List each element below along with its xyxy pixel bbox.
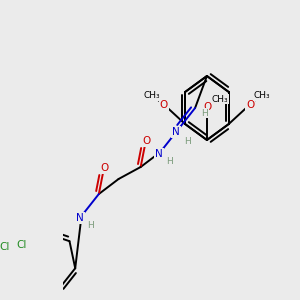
Text: O: O [142, 136, 150, 146]
Text: CH₃: CH₃ [144, 92, 160, 100]
Text: O: O [204, 102, 212, 112]
Text: H: H [88, 221, 94, 230]
Text: CH₃: CH₃ [254, 92, 270, 100]
Text: N: N [76, 213, 84, 223]
Text: CH₃: CH₃ [211, 94, 228, 103]
Text: O: O [246, 100, 254, 110]
Text: O: O [100, 163, 109, 173]
Text: O: O [160, 100, 168, 110]
Text: N: N [172, 127, 180, 137]
Text: Cl: Cl [0, 242, 9, 252]
Text: H: H [201, 109, 208, 118]
Text: N: N [155, 149, 163, 159]
Text: H: H [167, 158, 173, 166]
Text: H: H [184, 137, 190, 146]
Text: Cl: Cl [16, 240, 26, 250]
